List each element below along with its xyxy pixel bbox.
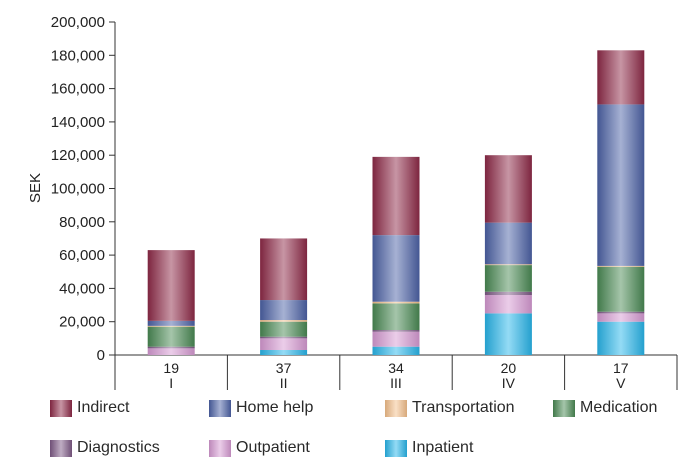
y-tick-label: 200,000: [51, 14, 105, 31]
bar-segment: [260, 300, 308, 321]
legend-item: Home help: [209, 398, 313, 418]
legend-label: Diagnostics: [77, 439, 160, 456]
category-label: III: [390, 375, 402, 391]
category-count-label: 20: [501, 360, 517, 376]
bar-segment: [147, 346, 195, 349]
legend-label: Transportation: [412, 399, 515, 416]
legend-item: Indirect: [50, 398, 129, 418]
bar-segment: [147, 320, 195, 326]
bar-segment: [484, 155, 532, 223]
bar-segment: [597, 104, 645, 266]
bar-segment: [372, 346, 420, 355]
bar-segment: [260, 350, 308, 355]
legend-item: Inpatient: [385, 438, 473, 458]
y-tick-label: 120,000: [51, 147, 105, 164]
bar-segment: [260, 320, 308, 322]
y-axis-label: SEK: [27, 173, 44, 203]
y-tick-label: 100,000: [51, 181, 105, 198]
legend-label: Home help: [236, 399, 314, 416]
bar-segment: [260, 338, 308, 351]
y-tick-label: 160,000: [51, 81, 105, 98]
bar-segment: [260, 238, 308, 301]
legend-swatch: [553, 399, 575, 417]
legend-swatch: [385, 399, 407, 417]
category-count-label: 19: [163, 360, 179, 376]
bar-segment: [597, 266, 645, 312]
bar-segment: [372, 303, 420, 331]
legend-item: Outpatient: [209, 438, 310, 458]
legend-label: Medication: [580, 399, 658, 416]
legend-swatch: [50, 439, 72, 457]
category-count-label: 34: [388, 360, 404, 376]
y-tick-label: 140,000: [51, 114, 105, 131]
bar-segment: [372, 235, 420, 302]
bar-segment: [597, 50, 645, 105]
category-label: IV: [502, 375, 516, 391]
legend-swatch: [50, 399, 72, 417]
bar-segment: [147, 326, 195, 347]
y-tick-label: 40,000: [59, 280, 105, 297]
legend-label: Outpatient: [236, 439, 310, 456]
category-label: I: [169, 375, 173, 391]
bar-segment: [597, 321, 645, 355]
category-count-label: 37: [276, 360, 292, 376]
bar-segment: [372, 301, 420, 304]
y-tick-label: 0: [97, 347, 105, 364]
bar-segment: [372, 331, 420, 347]
bar-segment: [484, 265, 532, 292]
legend: Indirect Home help Transportation Medicatio…: [50, 396, 681, 458]
bar-segment: [484, 264, 532, 266]
legend-swatch: [385, 439, 407, 457]
bar-segment: [484, 222, 532, 265]
legend-item: Transportation: [385, 398, 515, 418]
legend-item: Medication: [553, 398, 657, 418]
category-label: II: [280, 375, 288, 391]
category-label: V: [616, 375, 626, 391]
legend-item: Diagnostics: [50, 438, 160, 458]
bar-segment: [260, 321, 308, 337]
bar-segment: [597, 311, 645, 314]
bar-segment: [372, 156, 420, 236]
bar-segment: [484, 313, 532, 355]
y-tick-label: 180,000: [51, 47, 105, 64]
bar-segment: [597, 313, 645, 322]
legend-label: Indirect: [77, 399, 130, 416]
legend-swatch: [209, 399, 231, 417]
y-tick-label: 20,000: [59, 314, 105, 331]
bar-segment: [484, 295, 532, 314]
bar-segment: [147, 250, 195, 321]
legend-swatch: [209, 439, 231, 457]
category-count-label: 17: [613, 360, 629, 376]
bar-segment: [147, 348, 195, 355]
y-tick-label: 60,000: [59, 247, 105, 264]
y-tick-label: 80,000: [59, 214, 105, 231]
bar-segment: [372, 330, 420, 332]
bar-segment: [597, 265, 645, 267]
bar-segment: [484, 291, 532, 296]
bar-segment: [260, 336, 308, 339]
bar-segment: [147, 325, 195, 327]
legend-label: Inpatient: [412, 439, 474, 456]
